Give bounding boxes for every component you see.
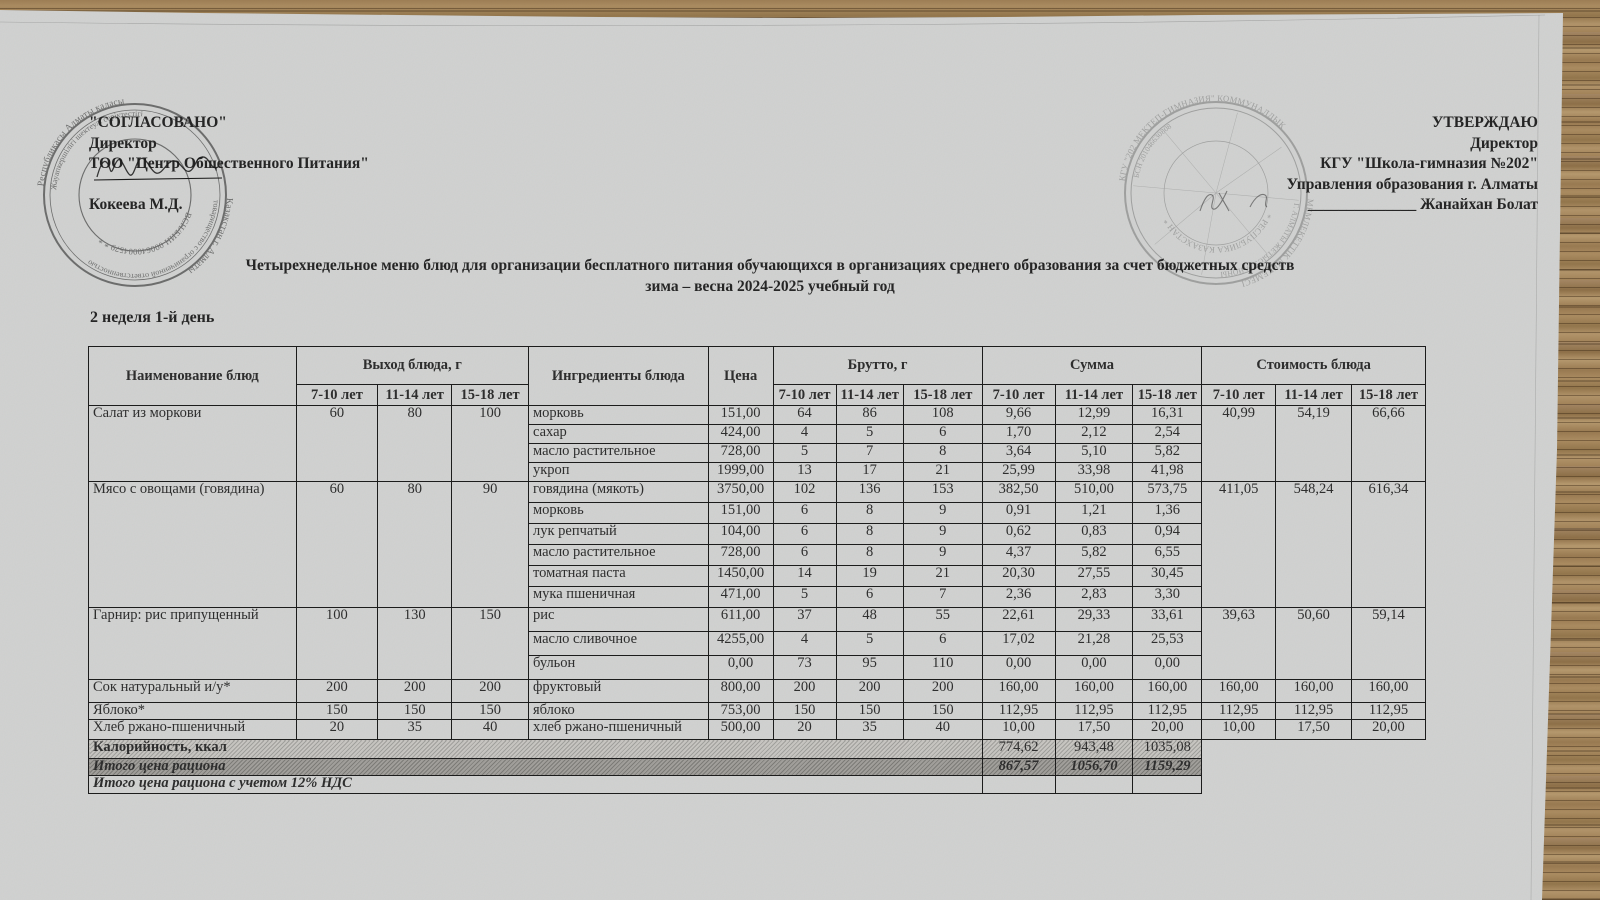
svg-text:* РЕСПУБЛИКА КАЗАХСТАН *: * РЕСПУБЛИКА КАЗАХСТАН *	[1161, 212, 1273, 255]
svg-text:ВСН/БИН 000640004579 * *: ВСН/БИН 000640004579 * *	[97, 211, 194, 257]
svg-text:БСН 201046630808: БСН 201046630808	[1132, 122, 1174, 179]
